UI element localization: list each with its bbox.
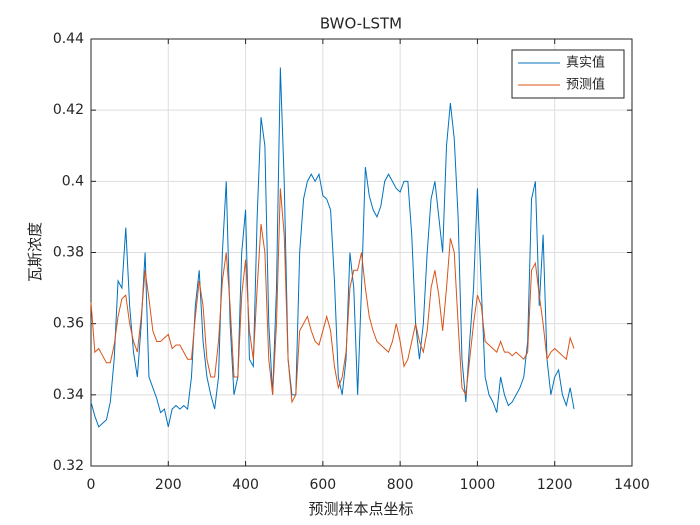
y-tick-label: 0.42 — [53, 102, 84, 118]
x-tick-label: 1400 — [614, 477, 650, 493]
x-tick-label: 0 — [87, 477, 96, 493]
y-tick-label: 0.32 — [53, 458, 84, 474]
legend-box — [511, 49, 625, 99]
legend-label: 预测值 — [566, 77, 605, 93]
y-tick-label: 0.34 — [53, 387, 84, 403]
x-tick-label: 1200 — [537, 477, 573, 493]
series-line — [90, 67, 575, 428]
axes-box — [90, 38, 633, 467]
series-line — [90, 188, 575, 404]
y-tick-label: 0.44 — [53, 31, 84, 47]
y-tick-label: 0.4 — [62, 173, 84, 189]
x-tick-label: 200 — [155, 477, 182, 493]
x-tick-label: 800 — [387, 477, 414, 493]
y-tick-label: 0.38 — [53, 245, 84, 261]
x-tick-label: 600 — [309, 477, 336, 493]
x-tick-label: 1000 — [460, 477, 496, 493]
x-axis-label: 预测样本点坐标 — [308, 500, 413, 518]
chart-title: BWO-LSTM — [320, 15, 402, 33]
y-axis-label: 瓦斯浓度 — [26, 222, 44, 282]
x-tick-label: 400 — [232, 477, 259, 493]
legend-label: 真实值 — [566, 55, 605, 71]
y-tick-label: 0.36 — [53, 316, 84, 332]
